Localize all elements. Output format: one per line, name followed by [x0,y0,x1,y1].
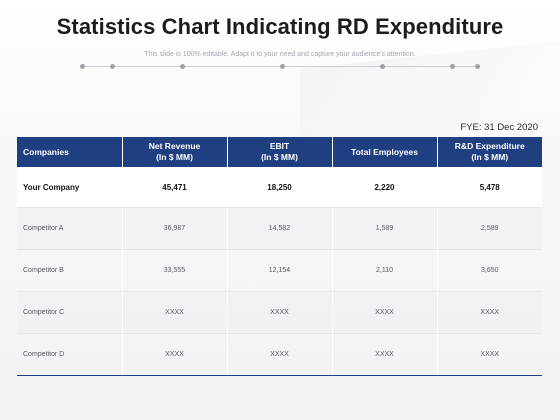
column-header-rd-expenditure: R&D Expenditure (In $ MM) [437,137,542,167]
divider-dot [450,64,455,69]
employees-cell: XXXX [332,291,438,334]
employees-cell: 2,220 [332,167,438,208]
company-name-cell: Competitor C [17,291,123,334]
employees-cell: 1,589 [332,207,438,250]
rd-expenditure-cell: 3,650 [437,249,542,292]
ebit-cell: XXXX [227,291,333,334]
net-revenue-cell: 45,471 [122,167,228,208]
table-row: Your Company 45,471 18,250 2,220 5,478 [17,167,542,208]
page-subtitle: This slide is 100% editable. Adapt it to… [144,51,416,58]
company-name-cell: Your Company [17,167,123,208]
table-row: Competitor D XXXX XXXX XXXX XXXX [17,333,542,376]
ebit-cell: 18,250 [227,167,333,208]
net-revenue-cell: XXXX [122,333,228,376]
divider-dot [380,64,385,69]
table-row: Competitor B 33,555 12,154 2,110 3,650 [17,249,542,292]
rd-expenditure-cell: 2,589 [437,207,542,250]
company-name-cell: Competitor B [17,249,123,292]
ebit-cell: 14,582 [227,207,333,250]
rd-expenditure-cell: 5,478 [437,167,542,208]
company-name-cell: Competitor A [17,207,123,250]
employees-cell: 2,110 [332,249,438,292]
divider-dot [180,64,185,69]
divider-dot [475,64,480,69]
column-header-companies: Companies [17,137,123,167]
column-header-net-revenue: Net Revenue (In $ MM) [122,137,228,167]
column-header-ebit: EBIT (In $ MM) [227,137,333,167]
page-title: Statistics Chart Indicating RD Expenditu… [56,14,504,39]
rd-expenditure-cell: XXXX [437,333,542,376]
company-name-cell: Competitor D [17,333,123,376]
rd-expenditure-cell: XXXX [437,291,542,334]
table-row: Competitor A 36,987 14,582 1,589 2,589 [17,207,542,250]
table-row: Competitor C XXXX XXXX XXXX XXXX [17,291,542,334]
net-revenue-cell: 36,987 [122,207,228,250]
ebit-cell: XXXX [227,333,333,376]
column-header-total-employees: Total Employees [332,137,438,167]
divider-dot [280,64,285,69]
divider-dot [110,64,115,69]
table-header-row: Companies Net Revenue (In $ MM) EBIT (In… [17,137,542,167]
employees-cell: XXXX [332,333,438,376]
divider-dot [80,64,85,69]
title-divider [80,64,480,69]
net-revenue-cell: XXXX [122,291,228,334]
expenditure-table: Companies Net Revenue (In $ MM) EBIT (In… [17,137,542,376]
ebit-cell: 12,154 [227,249,333,292]
fiscal-year-end-label: FYE: 31 Dec 2020 [460,122,538,133]
net-revenue-cell: 33,555 [122,249,228,292]
